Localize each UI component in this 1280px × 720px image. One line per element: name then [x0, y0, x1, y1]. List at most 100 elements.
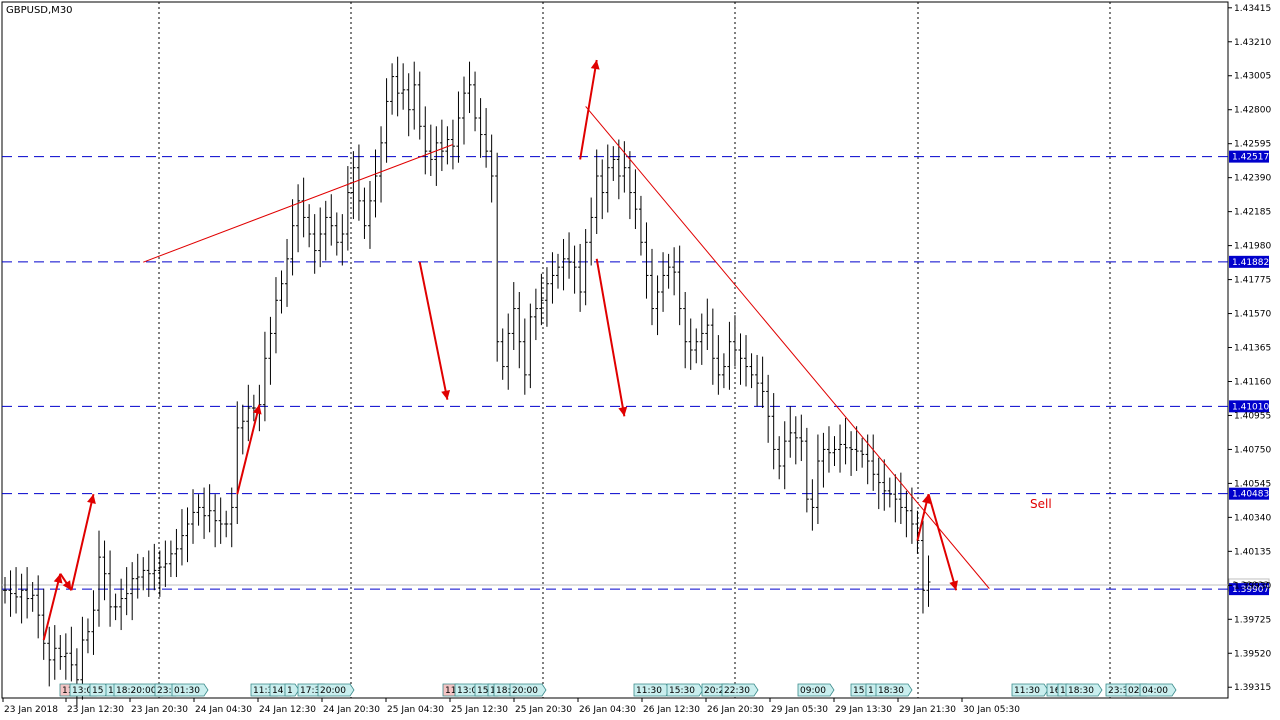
time-axis: 23 Jan 2018 23 Jan 12:30 23 Jan 20:30 24 Ja… [2, 698, 1020, 715]
y-tick-label: 1.42800 [1234, 106, 1271, 116]
arrow-head [87, 494, 96, 504]
session-tag-label: 11:3 [253, 686, 273, 696]
session-tag-label: 1 [868, 686, 874, 696]
session-tag-label: 15:30 [669, 686, 695, 696]
level-tag-bg [1229, 487, 1269, 500]
y-tick-label: 1.40750 [1234, 445, 1271, 455]
y-tick-label: 1.43210 [1234, 38, 1271, 48]
x-tick-label: 29 Jan 21:30 [899, 705, 956, 715]
session-tag-label: 20:2 [704, 686, 724, 696]
session-tag-bg [284, 683, 300, 697]
session-tag-label: 13:0 [72, 686, 92, 696]
session-tag-label: 11 [62, 686, 73, 696]
session-tag-label: 1 [490, 686, 496, 696]
level-tag-label: 1.41010 [1232, 402, 1269, 412]
session-tag-label: 13:0 [457, 686, 477, 696]
y-tick-label: 1.41980 [1234, 242, 1271, 252]
session-tag-bg [509, 683, 547, 697]
session-tag-label: 14: [272, 686, 286, 696]
x-tick-label: 29 Jan 13:30 [835, 705, 892, 715]
candlestick-series [3, 56, 931, 707]
session-tag-label: 11 [445, 686, 456, 696]
y-tick-label: 1.41775 [1234, 276, 1271, 286]
session-tag-bg [1011, 683, 1049, 697]
session-tag-bg [317, 683, 355, 697]
arrow-shaft [927, 493, 958, 591]
arrow-shaft [579, 59, 598, 160]
y-tick-label: 1.40135 [1234, 547, 1271, 557]
x-tick-label: 26 Jan 04:30 [579, 705, 636, 715]
y-tick-label: 1.42595 [1234, 140, 1271, 150]
x-tick-label: 26 Jan 20:30 [707, 705, 764, 715]
session-tag-bg [797, 683, 835, 697]
trendlines[interactable] [143, 106, 990, 589]
session-tag-bg [666, 683, 704, 697]
arrow-head [590, 60, 600, 70]
arrow-head [618, 406, 628, 417]
trendline [585, 106, 990, 589]
direction-arrows[interactable] [42, 59, 958, 641]
y-tick-label: 1.43415 [1234, 4, 1271, 14]
level-tag-bg [1229, 150, 1269, 163]
y-tick-label: 1.41570 [1234, 310, 1271, 320]
level-tag-label: 1.40483 [1232, 490, 1269, 500]
session-tag-label: 20:00 [512, 686, 538, 696]
x-tick-label: 23 Jan 20:30 [131, 705, 188, 715]
y-tick-label: 1.39315 [1234, 683, 1271, 693]
level-tag-label: 1.41882 [1232, 258, 1269, 268]
x-tick-label: 25 Jan 12:30 [451, 705, 508, 715]
session-tag-label: 04:00 [1142, 686, 1168, 696]
support-resistance-levels[interactable]: 1.42517 1.41882 1.41010 1.40483 1.39907 [2, 150, 1269, 596]
x-tick-label: 29 Jan 05:30 [771, 705, 828, 715]
session-tag-bg [1065, 683, 1103, 697]
session-tag-label: 11:30 [1014, 686, 1040, 696]
price-axis: 1.43415 1.43210 1.43005 1.42800 1.42595 1.423… [1228, 4, 1271, 693]
session-tag-label: 22:30 [724, 686, 750, 696]
x-tick-label: 24 Jan 12:30 [259, 705, 316, 715]
x-tick-label: 25 Jan 20:30 [515, 705, 572, 715]
arrow-head [53, 573, 63, 584]
arrow-shaft [70, 493, 95, 591]
session-tag-label: 18:30 [878, 686, 904, 696]
session-tag-label: 1 [287, 686, 293, 696]
session-tag-label: 09:00 [800, 686, 826, 696]
session-tag-label: 15: [853, 686, 867, 696]
y-tick-label: 1.43005 [1234, 72, 1271, 82]
session-tag-label: 23:3 [1108, 686, 1128, 696]
session-tag-label: 16 [1049, 686, 1061, 696]
level-tag-bg [1229, 583, 1269, 596]
session-tag-label: 15 [92, 686, 103, 696]
session-tag-label: 01:30 [174, 686, 200, 696]
session-tag-bg [875, 683, 913, 697]
arrow-head [62, 580, 72, 591]
session-tag-label: 18: [496, 686, 510, 696]
session-tag-label: 18:20:00 [116, 686, 157, 696]
y-tick-label: 1.42185 [1234, 208, 1271, 218]
y-tick-label: 1.39725 [1234, 615, 1271, 625]
arrow-head [252, 404, 262, 415]
arrow-shaft [236, 404, 261, 495]
x-tick-label: 24 Jan 04:30 [195, 705, 252, 715]
arrow-shaft [418, 261, 449, 400]
session-tag-bg [171, 683, 209, 697]
y-tick-label: 1.42390 [1234, 174, 1271, 184]
x-tick-label: 25 Jan 04:30 [387, 705, 444, 715]
session-tag-label: 11:30 [636, 686, 662, 696]
y-tick-label: 1.41365 [1234, 344, 1271, 354]
session-tag-label: 1 [108, 686, 114, 696]
y-tick-label: 1.40545 [1234, 479, 1271, 489]
arrow-shaft [42, 573, 62, 641]
x-tick-label: 30 Jan 05:30 [963, 705, 1020, 715]
session-tag-label: 15 [477, 686, 488, 696]
level-tag-bg [1229, 400, 1269, 413]
x-tick-label: 24 Jan 20:30 [323, 705, 380, 715]
session-tag-label: 20:00 [320, 686, 346, 696]
y-tick-label: 1.39520 [1234, 649, 1271, 659]
y-tick-label: 1.40955 [1234, 411, 1271, 421]
period-separators [158, 2, 1111, 698]
arrow-head [949, 580, 958, 591]
session-tag-label: 02: [1128, 686, 1142, 696]
x-tick-label: 26 Jan 12:30 [643, 705, 700, 715]
